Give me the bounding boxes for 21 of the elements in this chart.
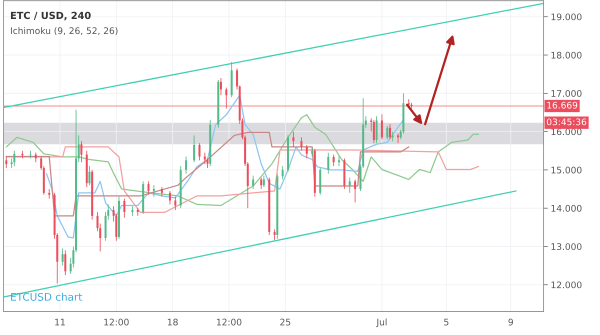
x-tick-label: 25: [280, 318, 290, 326]
y-tick-label: 13.000: [552, 243, 582, 250]
text: 03:45:36: [546, 118, 586, 126]
y-tick-label: 12.000: [552, 281, 582, 288]
x-tick-label: 12:00: [104, 318, 129, 326]
x-tick-label: 12:00: [216, 318, 242, 326]
annotation: ETCUSD chart: [11, 292, 82, 301]
x-tick-label: 9: [508, 318, 513, 326]
y-tick-label: 19.000: [552, 13, 582, 20]
ref-line-label: 16.669: [547, 102, 578, 109]
x-tick-label: Jul: [376, 318, 387, 328]
x-tick-label: 5: [444, 318, 448, 326]
y-tick-label: 15.000: [552, 166, 582, 174]
y-tick-label: 18.000: [552, 52, 582, 59]
y-tick-label: 14.000: [552, 204, 582, 212]
text: Ichimoku (9, 26, 52, 26): [10, 27, 118, 36]
y-tick-label: 16.000: [552, 128, 582, 136]
text: ETC / USD, 240: [10, 12, 91, 20]
y-tick-label: 17.000: [552, 90, 582, 97]
x-tick-label: 11: [55, 318, 65, 326]
x-tick-label: 18: [168, 318, 178, 326]
